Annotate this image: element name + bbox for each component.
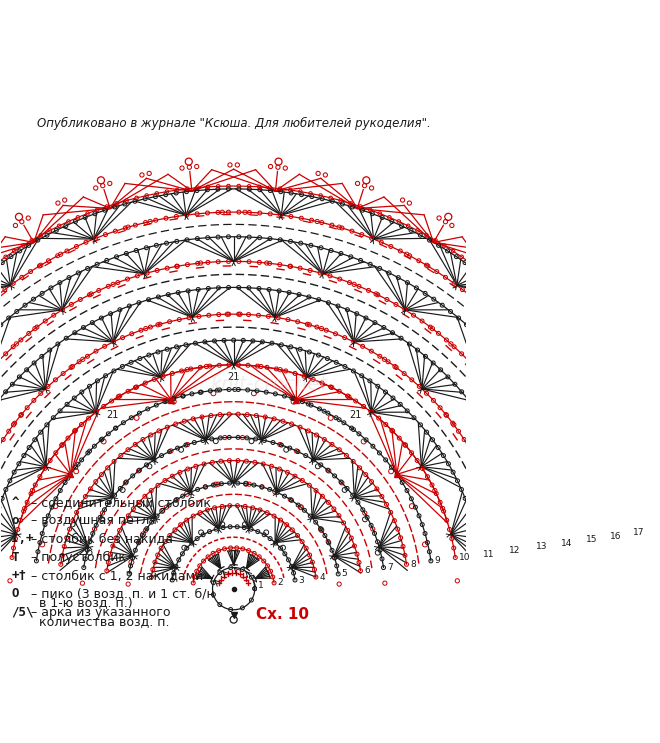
- Text: 10: 10: [459, 553, 471, 562]
- Text: 6: 6: [364, 566, 370, 575]
- Text: – полустолбик: – полустолбик: [26, 551, 125, 564]
- Text: 1: 1: [258, 581, 264, 590]
- Text: 11: 11: [483, 550, 495, 559]
- Text: +†: +†: [11, 569, 26, 582]
- Text: в 1-ю возд. п.): в 1-ю возд. п.): [26, 597, 133, 609]
- Text: 12: 12: [509, 546, 520, 555]
- Text: – столбик с 1, 2 накидами: – столбик с 1, 2 накидами: [26, 569, 203, 582]
- Text: o: o: [11, 514, 18, 527]
- Text: – соединительный столбик: – соединительный столбик: [26, 496, 211, 509]
- Text: Сх. 10: Сх. 10: [257, 607, 310, 622]
- Text: 17: 17: [633, 528, 645, 537]
- Text: I,+: I,+: [11, 532, 34, 545]
- Text: 2: 2: [278, 579, 283, 588]
- Text: ^: ^: [11, 496, 18, 509]
- Text: 3: 3: [298, 576, 304, 585]
- Text: 13: 13: [535, 542, 547, 551]
- Text: /5\: /5\: [11, 606, 34, 618]
- Text: 4: 4: [319, 573, 325, 582]
- Text: 15: 15: [585, 535, 597, 544]
- Text: 9: 9: [434, 557, 440, 565]
- Text: 8: 8: [410, 559, 416, 569]
- Text: 16: 16: [610, 532, 622, 541]
- Text: O: O: [11, 587, 18, 600]
- Text: – арка из указанного: – арка из указанного: [26, 606, 170, 618]
- Text: 21: 21: [228, 372, 240, 382]
- Text: – пико (3 возд. п. и 1 ст. б/н: – пико (3 возд. п. и 1 ст. б/н: [26, 587, 215, 600]
- Text: 7: 7: [387, 563, 393, 572]
- Text: T: T: [11, 551, 18, 564]
- Text: количества возд. п.: количества возд. п.: [26, 614, 169, 628]
- Text: 21: 21: [106, 410, 119, 421]
- Text: – воздушная петля: – воздушная петля: [26, 514, 156, 527]
- Text: 5: 5: [342, 569, 347, 579]
- Text: Опубликовано в журнале "Ксюша. Для любителей рукоделия".: Опубликовано в журнале "Ксюша. Для любит…: [37, 117, 430, 130]
- Text: knit-crochet: knit-crochet: [211, 375, 327, 394]
- Text: – столбик без накида: – столбик без накида: [26, 532, 173, 545]
- Text: 14: 14: [561, 539, 573, 548]
- Text: 21: 21: [348, 410, 361, 421]
